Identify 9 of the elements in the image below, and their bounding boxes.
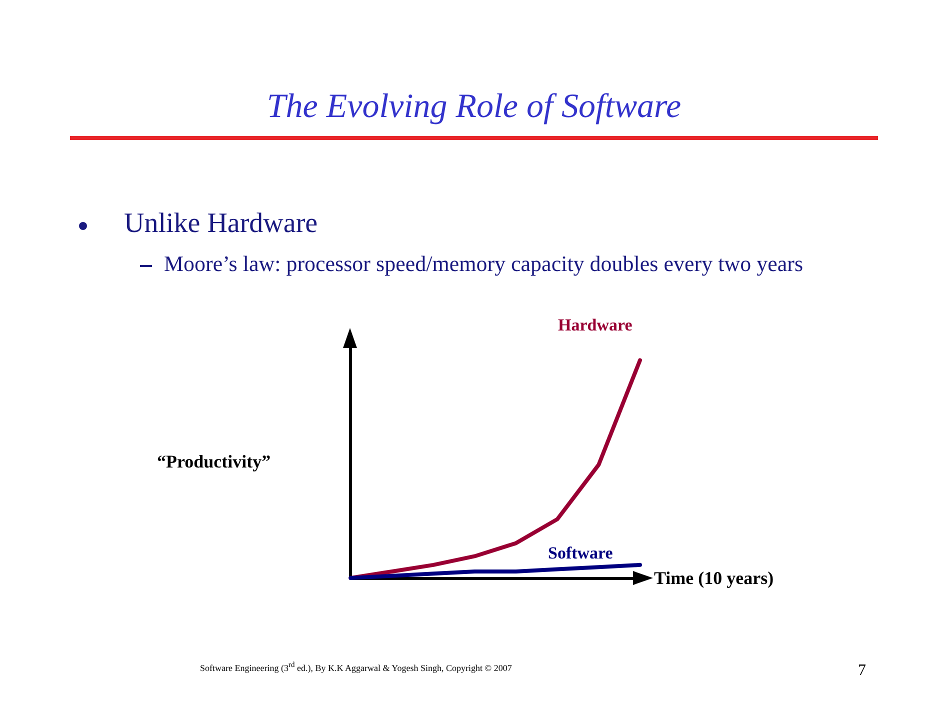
x-axis-title: Time (10 years) xyxy=(654,568,774,588)
series-label: Hardware xyxy=(558,316,633,335)
text: Moore’s law: processor speed/memory capacity doubles every two years xyxy=(164,250,804,278)
chart-title: The Evolving Role of Software xyxy=(70,88,878,140)
y-axis-title: “Productivity” xyxy=(156,452,271,472)
text: 7 xyxy=(858,662,866,680)
series-label: Software xyxy=(548,543,614,562)
text: Software Engineering (3$^{rd}$ ed.), By K.K Aggarwal & Yogesh Singh, Copyright © 2007 xyxy=(200,660,512,673)
text: Unlike Hardware xyxy=(124,208,318,240)
